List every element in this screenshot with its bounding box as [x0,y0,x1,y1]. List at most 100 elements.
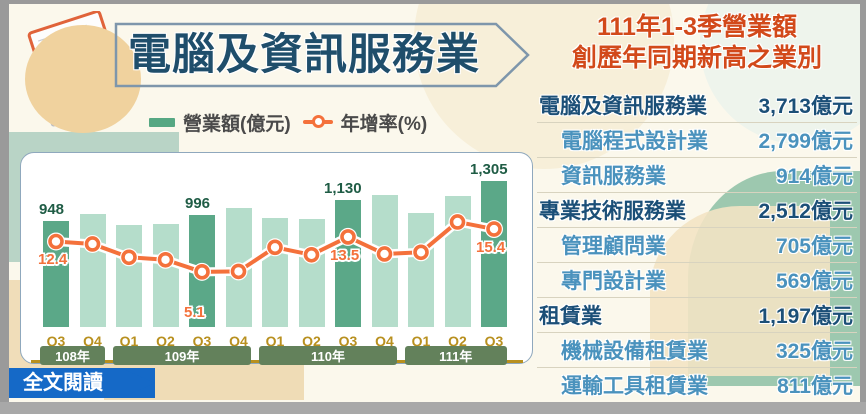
industry-row: 資訊服務業 914億元 [537,158,857,193]
line-point-Q2-3 [157,251,174,268]
legend-line-label: 年增率(%) [340,113,428,135]
line-point-Q1-6 [267,239,283,256]
year-band-109年: 109年 [113,346,251,365]
year-band-111年: 111年 [405,346,507,365]
heading-line-1: 111年1-3季營業額 [596,13,798,41]
line-value-label: 5.1 [184,303,205,321]
page-title: 電腦及資訊服務業 [128,31,480,79]
industry-value: 914億元 [775,165,853,188]
line-value-label: 13.5 [330,246,360,264]
laptop-illustration [19,10,147,139]
industry-name: 管理顧問業 [561,235,666,258]
line-point-Q1-2 [121,249,137,266]
industry-value: 3,713億元 [758,95,853,118]
line-point-Q4-9 [376,246,393,262]
industry-row: 電腦及資訊服務業 3,713億元 [537,88,857,123]
year-band-row: 108年 109年 110年 111年 [32,346,532,365]
industry-value: 2,512億元 [758,200,853,223]
legend-bar-label: 營業額(億元) [183,113,291,135]
industry-name: 電腦及資訊服務業 [539,95,707,118]
industry-name: 資訊服務業 [561,165,666,188]
quarter-tick-4: Q3 [192,333,212,349]
industry-row: 專業技術服務業 2,512億元 [537,193,857,228]
industry-row: 運輸工具租賃業 811億元 [537,368,857,402]
line-point-Q4-1 [84,236,101,252]
line-point-Q2-11 [449,214,466,230]
quarter-tick-6: Q1 [265,333,285,349]
quarter-tick-7: Q2 [302,333,321,349]
line-point-Q3-0 [48,233,64,250]
industry-value: 811億元 [777,375,853,398]
year-band-108年: 108年 [40,346,105,365]
bar-value-label: 1,130 [324,180,362,197]
industry-value: 705億元 [775,235,853,258]
chart-legend: 營業額(億元) 年增率(%) [149,108,427,136]
industry-row: 專門設計業 569億元 [537,263,857,298]
bar-Q1-6 [262,218,288,327]
heading-line-2: 創歷年同期新高之業別 [571,44,822,72]
bar-value-label: 948 [39,201,65,218]
legend-bar-swatch [149,117,175,127]
quarter-tick-5: Q4 [229,333,248,349]
quarter-tick-3: Q2 [156,333,175,349]
bar-Q1-2 [116,225,142,327]
bar-Q1-10 [408,213,434,327]
illustration-circle [25,25,141,133]
industry-value: 1,197億元 [758,305,853,328]
bar-series [33,161,521,327]
bar-Q3-8 [335,200,361,327]
title-banner: 電腦及資訊服務業 [114,22,531,88]
industry-value: 325億元 [775,340,853,363]
line-point-Q2-7 [303,246,320,263]
line-series [47,212,503,281]
right-panel-heading: 111年1-3季營業額 創歷年同期新高之業別 [537,12,857,74]
industry-name: 運輸工具租賃業 [561,375,708,398]
quarter-tick-12: Q3 [484,333,504,349]
industry-name: 機械設備租賃業 [561,340,708,363]
industry-row: 電腦程式設計業 2,799億元 [537,123,857,158]
quarter-tick-11: Q2 [448,333,467,349]
quarter-tick-1: Q4 [83,333,102,349]
title-banner-outline [114,22,530,88]
line-point-Q3-8 [340,229,356,245]
line-value-label: 12.4 [38,251,68,269]
window-frame-left [0,0,9,404]
line-point-Q4-5 [230,263,247,280]
legend-line-marker-icon [302,115,333,129]
window-frame-bottom [0,402,866,414]
bar-Q4-1 [79,214,106,327]
industry-row: 租賃業 1,197億元 [537,298,857,333]
right-panel: 111年1-3季營業額 創歷年同期新高之業別 電腦及資訊服務業 3,713億元 電腦… [537,12,857,398]
quarter-tick-labels: Q3 Q4 Q1 Q2 Q3 Q4 Q1 Q2 Q3 Q4 Q1 Q2 Q3 [33,333,521,353]
bar-Q2-7 [298,219,325,327]
bar-Q2-3 [152,224,179,327]
window-frame-top [0,0,866,4]
quarter-tick-10: Q1 [411,333,431,349]
quarter-tick-8: Q3 [338,333,358,349]
industry-value: 569億元 [775,270,853,293]
industry-name: 專門設計業 [561,270,666,293]
quarter-tick-2: Q1 [119,333,139,349]
chart-plot-area: 948 996 1,130 1,305 12.4 5.1 13.5 15.4 [33,161,521,327]
chart-card: 948 996 1,130 1,305 12.4 5.1 13.5 15.4 Q3 Q4 Q1 Q… [20,152,533,364]
line-point-Q1-10 [413,244,429,261]
line-value-label: 15.4 [476,239,506,257]
industry-list: 電腦及資訊服務業 3,713億元電腦程式設計業 2,799億元資訊服務業 914億元專… [537,88,857,402]
read-more-arrow-icon [121,368,155,398]
year-band-110年: 110年 [259,346,397,365]
industry-row: 機械設備租賃業 325億元 [537,333,857,368]
industry-name: 租賃業 [539,305,602,328]
industry-name: 專業技術服務業 [539,200,686,223]
bar-value-label: 996 [185,195,211,212]
infographic-canvas: 電腦及資訊服務業 營業額(億元) 年增率(%) 948 996 1,130 1,305… [9,4,860,402]
quarter-tick-9: Q4 [375,333,394,349]
line-point-Q3-4 [194,264,210,280]
quarter-tick-0: Q3 [46,333,66,349]
read-more-label: 全文閱讀 [23,372,103,394]
industry-name: 電腦程式設計業 [561,130,708,153]
window-frame-right [860,0,866,404]
industry-row: 管理顧問業 705億元 [537,228,857,263]
line-point-Q3-12 [486,221,502,237]
bar-Q3-12 [481,181,507,327]
